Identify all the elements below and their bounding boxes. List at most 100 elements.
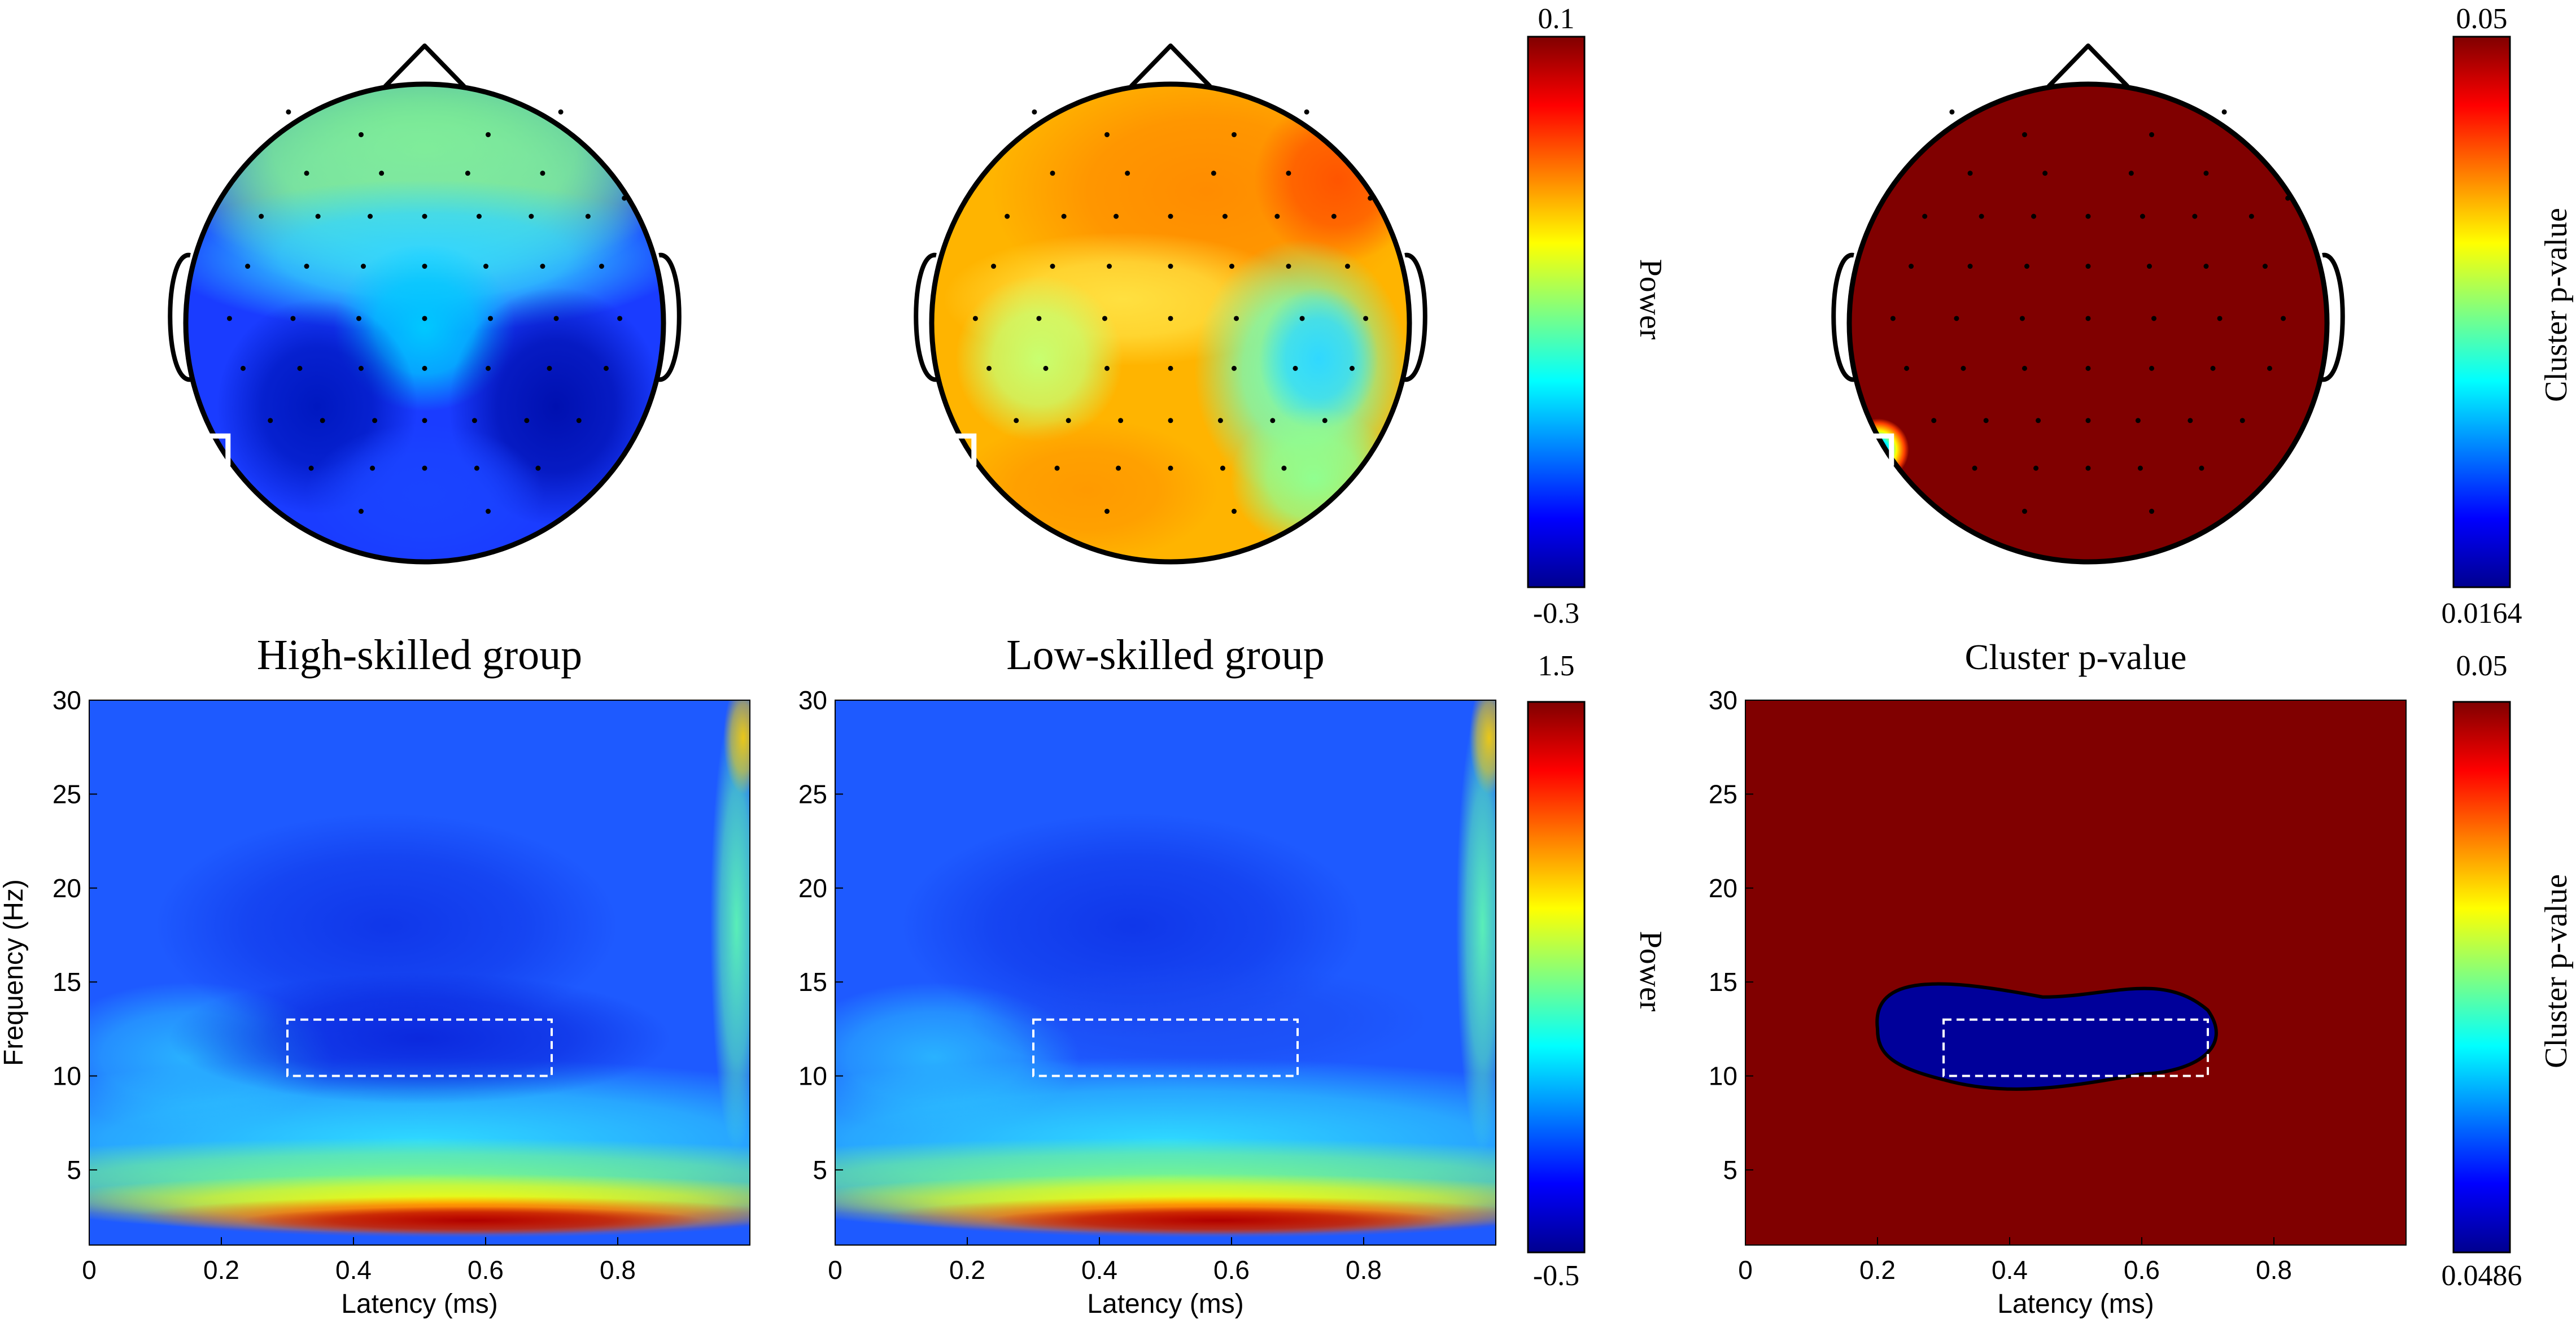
roi-electrode-box [1862,433,1894,466]
electrode-dot [2285,195,2291,201]
electrode-dot [422,264,427,269]
electrode-dot [1005,213,1010,219]
topomap-low-skilled [914,43,1427,565]
right-ear [657,252,682,382]
electrode-dot [2151,316,2157,321]
x-tick-label: 0.8 [2256,1255,2292,1285]
electrode-dot [2021,509,2027,514]
panel-title: Cluster p-value [1965,637,2187,677]
tf-blob [967,963,1430,1076]
electrode-dot [1922,213,1928,219]
electrode-dot [1066,418,1071,423]
electrode-dot [1107,264,1112,269]
electrode-dot [1961,365,1966,371]
electrode-dot [422,465,427,471]
electrode-dot [547,365,552,371]
nose [383,43,466,88]
colorbar-max-label: 0.05 [2456,650,2508,682]
electrode-dot [603,365,609,371]
electrode-dot [368,213,373,219]
electrode-dot [1954,316,1959,321]
electrode-dot [486,132,491,137]
electrode-dot [304,264,309,269]
x-tick-label: 0.4 [335,1255,372,1285]
y-tick-label: 5 [1723,1155,1737,1185]
electrode-dot [1949,109,1955,115]
electrode-dot [308,465,314,471]
electrode-dot [2149,132,2155,137]
electrode-dot [1125,171,1130,176]
x-tick-label: 0 [82,1255,97,1285]
colorbar-axis-label: Cluster p-value [2539,874,2574,1068]
axes-frame [89,700,750,1246]
topomap-blob [955,275,1123,443]
electrode-dot [2135,418,2141,423]
tf-blob [168,972,671,1104]
electrode-dot [1116,465,1121,471]
electrode-dot [286,109,291,115]
electrode-dot [1102,316,1107,321]
left-ear [1831,252,1855,382]
roi-dashed-box [1942,1018,2209,1077]
y-tick-label: 5 [813,1155,827,1185]
electrode-dot [422,418,427,423]
tf-map-low-skilled: 0 0.2 0.4 0.6 0.8 30 25 20 15 10 5 Latency (ms) Low-… [798,631,1496,1319]
electrode-dot [1050,264,1055,269]
right-ear [1403,252,1427,382]
x-tick-label: 0 [1738,1255,1753,1285]
electrode-dot [1114,213,1119,219]
tf-blob [1456,700,1496,1151]
electrode-dot [259,213,264,219]
electrode-dot [2019,316,2025,321]
electrode-dot [2021,132,2027,137]
electrode-dot [1286,171,1291,176]
electrode-dot [2036,418,2041,423]
electrode-dot [486,365,491,371]
topomap-blob [1230,407,1398,550]
electrode-dot [540,171,545,176]
axes-frame [835,700,1496,1246]
axes-frame [1745,700,2407,1246]
nose [1129,43,1212,88]
roi-dashed-box [1032,1018,1299,1077]
y-tick-label: 30 [1709,685,1737,715]
x-tick-label: 0.2 [1859,1255,1896,1285]
tf-blob [710,700,750,1151]
electrode-dot [2024,264,2030,269]
electrode-dot [297,365,303,371]
electrode-dot [1890,316,1896,321]
topomap-blob [955,418,1219,562]
electrode-dot [1168,213,1173,219]
colorbar-gradient [1527,36,1586,588]
electrode-dot [465,171,470,176]
tf-map-cluster-pvalue: 0 0.2 0.4 0.6 0.8 30 25 20 15 10 5 Latency (ms) Clus… [1709,637,2407,1319]
electrode-dot [1061,213,1067,219]
electrode-dot [1232,365,1237,371]
electrode-dot [358,365,364,371]
electrode-dot [1344,264,1350,269]
x-tick-label: 0.6 [2124,1255,2160,1285]
electrode-dot [2217,316,2223,321]
electrode-dot [622,195,627,201]
electrode-dot [1270,418,1276,423]
x-tick-label: 0.6 [1213,1255,1250,1285]
tf-blob [241,1206,704,1235]
electrode-dot [1299,316,1305,321]
electrode-dot [2085,418,2091,423]
y-tick-label: 15 [53,967,81,997]
electrode-dot [1909,264,1914,269]
left-ear [168,252,192,382]
y-tick-label: 30 [798,685,827,715]
electrode-dot [2140,213,2145,219]
electrode-dot [2085,465,2091,471]
tf-map-high-skilled: 0 0.2 0.4 0.6 0.8 30 25 20 15 10 5 Latency (ms) Freq… [0,631,750,1319]
electrode-dot [1967,171,1973,176]
electrode-dot [1104,365,1110,371]
electrode-dot [379,171,385,176]
electrode-dot [1217,418,1223,423]
x-tick-label: 0 [828,1255,842,1285]
electrode-dot [370,465,376,471]
electrode-dot [2221,109,2227,115]
electrode-dot [1168,316,1173,321]
